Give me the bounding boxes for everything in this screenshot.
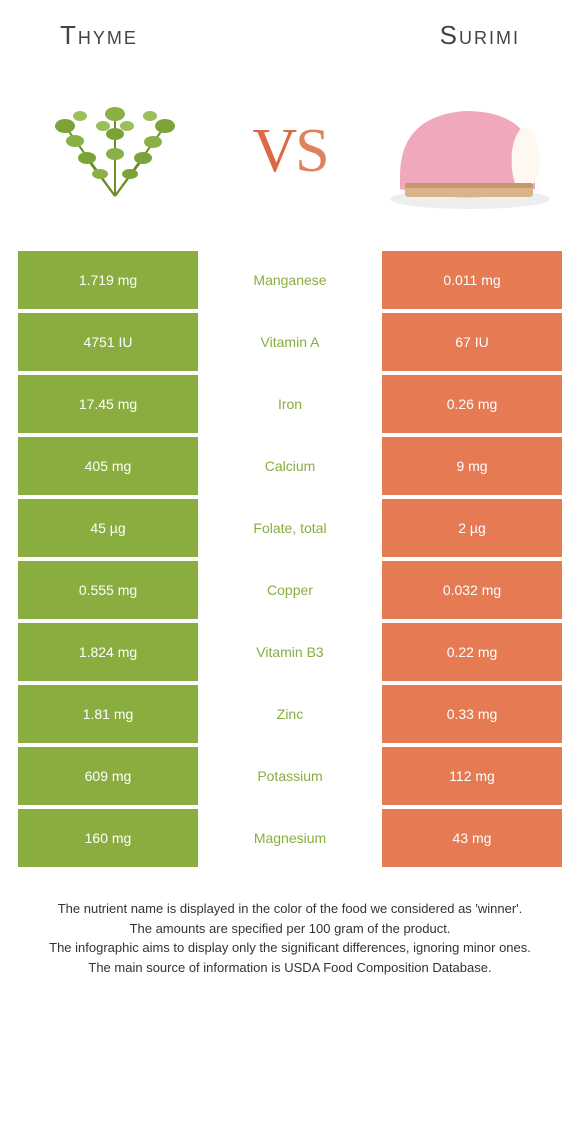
right-value: 0.011 mg (382, 251, 562, 309)
left-food-title: Thyme (60, 20, 138, 51)
left-value: 45 µg (18, 499, 198, 557)
vs-label: VS (252, 116, 327, 187)
nutrient-name: Potassium (198, 747, 382, 805)
right-value: 112 mg (382, 747, 562, 805)
nutrient-name: Vitamin A (198, 313, 382, 371)
footer-line: The nutrient name is displayed in the co… (28, 899, 552, 919)
table-row: 1.81 mg Zinc 0.33 mg (18, 685, 562, 743)
table-row: 1.824 mg Vitamin B3 0.22 mg (18, 623, 562, 681)
table-row: 160 mg Magnesium 43 mg (18, 809, 562, 867)
table-row: 17.45 mg Iron 0.26 mg (18, 375, 562, 433)
table-row: 609 mg Potassium 112 mg (18, 747, 562, 805)
nutrient-name: Calcium (198, 437, 382, 495)
left-value: 160 mg (18, 809, 198, 867)
table-row: 405 mg Calcium 9 mg (18, 437, 562, 495)
surimi-image (370, 81, 560, 221)
nutrient-name: Folate, total (198, 499, 382, 557)
left-value: 1.719 mg (18, 251, 198, 309)
nutrient-name: Copper (198, 561, 382, 619)
nutrient-name: Iron (198, 375, 382, 433)
right-value: 67 IU (382, 313, 562, 371)
vs-s: S (295, 117, 327, 185)
right-value: 9 mg (382, 437, 562, 495)
thyme-image (20, 81, 210, 221)
left-value: 609 mg (18, 747, 198, 805)
left-value: 405 mg (18, 437, 198, 495)
left-value: 0.555 mg (18, 561, 198, 619)
table-row: 0.555 mg Copper 0.032 mg (18, 561, 562, 619)
right-value: 0.33 mg (382, 685, 562, 743)
footer-line: The infographic aims to display only the… (28, 938, 552, 958)
left-value: 1.824 mg (18, 623, 198, 681)
right-value: 43 mg (382, 809, 562, 867)
header: Thyme Surimi (0, 0, 580, 51)
hero-row: VS (0, 51, 580, 241)
left-value: 17.45 mg (18, 375, 198, 433)
table-row: 45 µg Folate, total 2 µg (18, 499, 562, 557)
footer-line: The amounts are specified per 100 gram o… (28, 919, 552, 939)
table-row: 1.719 mg Manganese 0.011 mg (18, 251, 562, 309)
footer-line: The main source of information is USDA F… (28, 958, 552, 978)
table-row: 4751 IU Vitamin A 67 IU (18, 313, 562, 371)
footer-notes: The nutrient name is displayed in the co… (0, 871, 580, 977)
nutrient-name: Vitamin B3 (198, 623, 382, 681)
left-value: 4751 IU (18, 313, 198, 371)
vs-v: V (252, 117, 295, 185)
right-value: 0.22 mg (382, 623, 562, 681)
right-food-title: Surimi (440, 20, 520, 51)
right-value: 0.032 mg (382, 561, 562, 619)
comparison-table: 1.719 mg Manganese 0.011 mg 4751 IU Vita… (18, 251, 562, 867)
right-value: 0.26 mg (382, 375, 562, 433)
nutrient-name: Manganese (198, 251, 382, 309)
nutrient-name: Zinc (198, 685, 382, 743)
left-value: 1.81 mg (18, 685, 198, 743)
nutrient-name: Magnesium (198, 809, 382, 867)
right-value: 2 µg (382, 499, 562, 557)
